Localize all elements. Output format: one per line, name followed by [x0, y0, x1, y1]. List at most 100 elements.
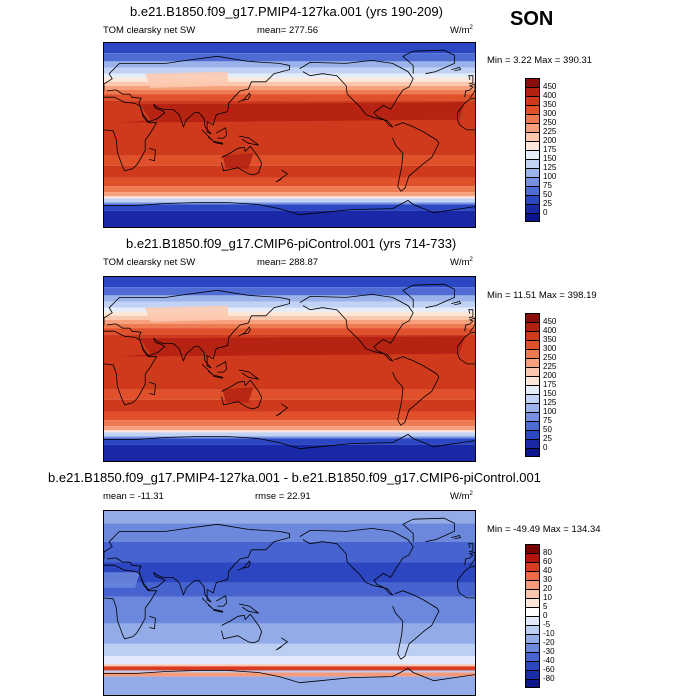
- colorbar-swatch: [525, 168, 540, 177]
- colorbar-swatch: [525, 589, 540, 598]
- map-coastline: [213, 374, 223, 379]
- map-latitude-band: [104, 643, 475, 657]
- panel-2-minmax: Min = 11.51 Max = 398.19: [487, 290, 597, 301]
- map-coastline: [464, 317, 475, 333]
- colorbar-tick-label: 350: [543, 335, 557, 344]
- map-latitude-band: [104, 53, 475, 62]
- map-latitude-band: [104, 444, 475, 461]
- map-latitude-band: [104, 319, 475, 325]
- colorbar-tick-label: 400: [543, 91, 557, 100]
- map-coastline: [221, 613, 263, 644]
- colorbar-tick-label: 200: [543, 371, 557, 380]
- map-latitude-band: [104, 295, 475, 302]
- colorbar-swatch: [525, 394, 540, 403]
- season-label: SON: [510, 8, 554, 30]
- colorbar-tick-label: 225: [543, 362, 557, 371]
- map-latitude-band: [104, 61, 475, 68]
- map-latitude-band: [104, 596, 475, 624]
- panel-2-units-sup: 2: [469, 257, 473, 263]
- panel-3-map: [103, 510, 476, 696]
- map-coastline: [238, 603, 259, 614]
- map-latitude-band: [104, 582, 475, 597]
- colorbar-tick-label: 250: [543, 118, 557, 127]
- map-latitude-band: [104, 43, 475, 54]
- colorbar-swatch: [525, 367, 540, 376]
- colorbar-swatch: [525, 643, 540, 652]
- colorbar-swatch: [525, 448, 540, 457]
- map-coastline: [104, 96, 158, 172]
- map-latitude-band: [104, 315, 475, 320]
- colorbar-tick-label: 125: [543, 163, 557, 172]
- map-coastline: [237, 92, 251, 103]
- colorbar-tick-label: 5: [543, 602, 548, 611]
- map-coastline: [275, 403, 289, 417]
- map-latitude-band: [104, 73, 475, 78]
- panel-3-units-text: W/m: [450, 491, 470, 503]
- colorbar-tick-label: 25: [543, 199, 552, 208]
- panel-1-title: b.e21.B1850.f09_g17.PMIP4-127ka.001 (yrs…: [130, 4, 443, 19]
- map-coastline: [216, 127, 228, 139]
- map-latitude-band: [104, 523, 475, 542]
- colorbar-swatch: [525, 385, 540, 394]
- colorbar-swatch: [525, 114, 540, 123]
- map-latitude-band: [104, 198, 475, 203]
- colorbar-swatch: [525, 580, 540, 589]
- map-coastline: [392, 590, 440, 660]
- map-coastline: [213, 140, 223, 145]
- map-latitude-band: [104, 541, 475, 563]
- map-coastline: [451, 67, 462, 71]
- colorbar-tick-label: -80: [543, 674, 555, 683]
- map-latitude-band: [104, 177, 475, 187]
- colorbar-tick-label: 225: [543, 127, 557, 136]
- map-coastline: [201, 129, 214, 142]
- map-latitude-band: [104, 307, 475, 312]
- colorbar-tick-label: 175: [543, 145, 557, 154]
- colorbar-swatch: [525, 403, 540, 412]
- map-land-tint: [119, 336, 465, 357]
- colorbar-tick-label: 0: [543, 443, 548, 452]
- map-coastline: [104, 433, 475, 450]
- map-land-tint: [104, 572, 141, 588]
- map-coastline: [275, 637, 289, 651]
- map-coastline: [221, 145, 263, 176]
- map-latitude-band: [104, 77, 475, 82]
- map-latitude-band: [104, 155, 475, 166]
- colorbar-swatch: [525, 159, 540, 168]
- map-latitude-band: [104, 196, 475, 199]
- panel-1-mean-label: mean= 277.56: [257, 25, 319, 36]
- map-latitude-band: [104, 328, 475, 335]
- map-coastline: [464, 83, 475, 99]
- colorbar-swatch: [525, 186, 540, 195]
- panel-2-units-text: W/m: [450, 257, 470, 269]
- map-canvas: [104, 277, 475, 461]
- colorbar-tick-label: 75: [543, 181, 552, 190]
- colorbar-swatch: [525, 105, 540, 114]
- panel-2-title: b.e21.B1850.f09_g17.CMIP6-piControl.001 …: [126, 236, 457, 251]
- map-coastline: [104, 667, 475, 684]
- colorbar-swatch: [525, 358, 540, 367]
- colorbar-swatch: [525, 607, 540, 616]
- map-latitude-band: [104, 676, 475, 695]
- colorbar-tick-label: 25: [543, 434, 552, 443]
- colorbar-frame: [525, 544, 540, 688]
- map-coastline: [149, 381, 156, 396]
- map-coastline: [299, 293, 414, 362]
- map-land-tint: [222, 623, 249, 636]
- colorbar-tick-label: 30: [543, 575, 552, 584]
- map-latitude-band: [104, 192, 475, 197]
- colorbar-tick-label: -5: [543, 620, 551, 629]
- map-latitude-band: [104, 90, 475, 95]
- map-latitude-band: [104, 210, 475, 227]
- map-latitude-band: [104, 399, 475, 412]
- map-coastline: [457, 97, 475, 131]
- colorbar-tick-label: 100: [543, 172, 557, 181]
- colorbar-tick-label: 50: [543, 425, 552, 434]
- colorbar-tick-label: 20: [543, 584, 552, 593]
- map-coastline: [104, 199, 475, 216]
- panel-2-mean-label: mean= 288.87: [257, 257, 319, 268]
- map-canvas: [104, 43, 475, 227]
- colorbar-tick-label: -30: [543, 647, 555, 656]
- panel-2-variable-label: TOM clearsky net SW: [103, 257, 196, 268]
- colorbar-tick-label: -10: [543, 629, 555, 638]
- colorbar-swatch: [525, 376, 540, 385]
